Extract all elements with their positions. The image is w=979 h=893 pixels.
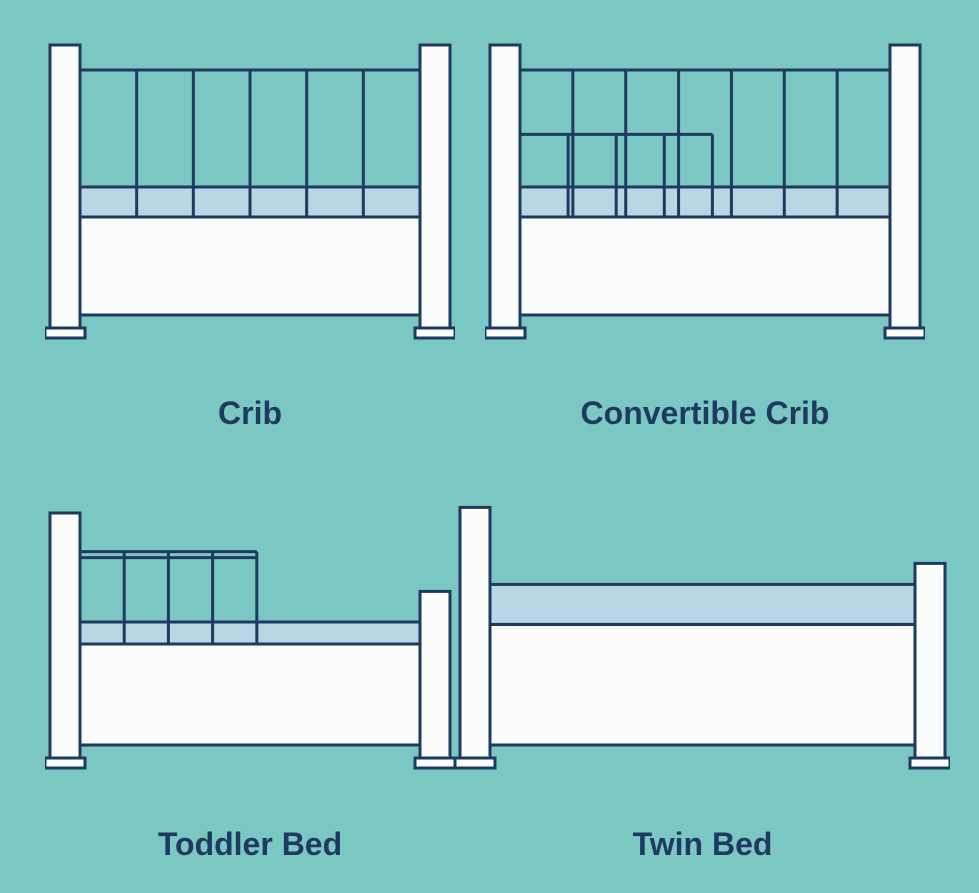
toddler-bed-illustration: [45, 490, 455, 770]
twin-bed-illustration: [455, 490, 950, 770]
bed-types-infographic: Crib Convertible Crib Toddler Bed Twin B…: [0, 0, 979, 893]
convertible-crib-panel: [485, 40, 925, 340]
crib-illustration: [45, 40, 455, 340]
crib-label: Crib: [45, 395, 455, 432]
toddler-bed-label: Toddler Bed: [45, 826, 455, 863]
convertible-crib-label: Convertible Crib: [485, 395, 925, 432]
crib-panel: [45, 40, 455, 340]
convertible-crib-illustration: [485, 40, 925, 340]
twin-bed-panel: [455, 490, 950, 770]
twin-bed-label: Twin Bed: [455, 826, 950, 863]
toddler-bed-panel: [45, 490, 455, 770]
